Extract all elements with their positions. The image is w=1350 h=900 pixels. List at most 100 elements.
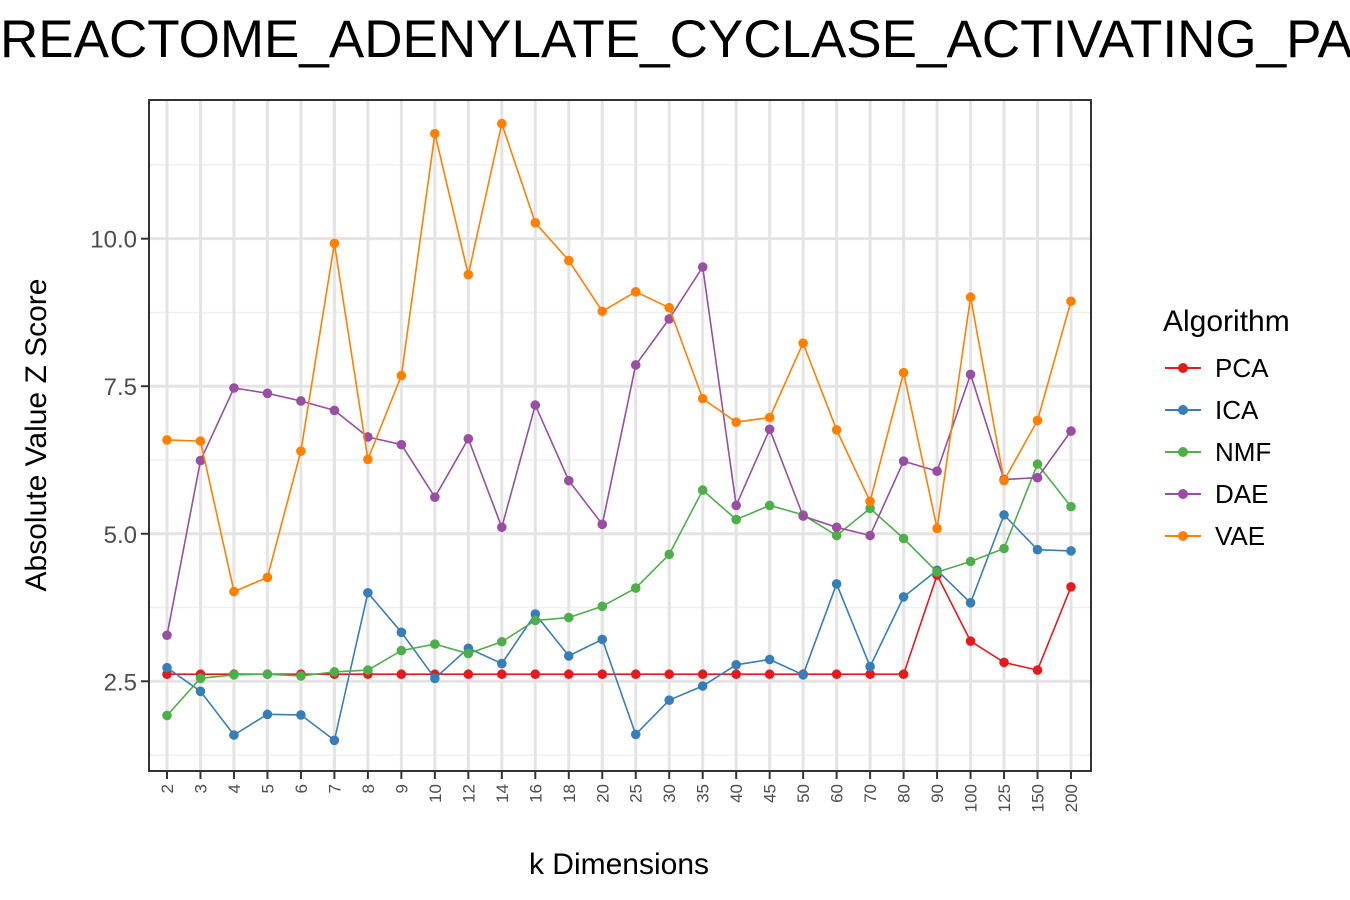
data-point-nmf bbox=[664, 549, 675, 560]
legend-label: NMF bbox=[1215, 436, 1272, 467]
data-point-nmf bbox=[430, 639, 440, 649]
data-point-nmf bbox=[396, 645, 407, 656]
x-tick-label: 125 bbox=[995, 784, 1014, 812]
data-point-vae bbox=[1066, 296, 1076, 307]
x-tick-label: 80 bbox=[895, 784, 914, 803]
data-point-nmf bbox=[1066, 501, 1076, 512]
data-point-ica bbox=[831, 579, 842, 589]
data-point-nmf bbox=[162, 710, 172, 721]
x-axis-label: k Dimensions bbox=[528, 848, 710, 881]
data-point-nmf bbox=[965, 556, 976, 567]
data-point-ica bbox=[195, 686, 206, 697]
chart-title: REACTOME_ADENYLATE_CYCLASE_ACTIVATING_PA… bbox=[0, 10, 1350, 69]
data-point-nmf bbox=[764, 500, 775, 511]
series-line-dae bbox=[166, 264, 1072, 636]
data-point-dae bbox=[898, 456, 909, 466]
data-point-pca bbox=[999, 657, 1009, 668]
data-point-ica bbox=[563, 651, 574, 661]
data-point-nmf bbox=[530, 615, 541, 626]
data-point-nmf bbox=[195, 673, 206, 684]
data-point-nmf bbox=[563, 612, 574, 623]
data-point-nmf bbox=[1032, 459, 1043, 469]
data-point-vae bbox=[597, 306, 608, 317]
legend-label: PCA bbox=[1215, 352, 1269, 383]
data-point-ica bbox=[965, 598, 976, 608]
data-point-dae bbox=[497, 522, 507, 533]
data-point-pca bbox=[597, 669, 608, 680]
data-point-ica bbox=[664, 695, 675, 705]
data-point-dae bbox=[195, 455, 206, 466]
data-point-vae bbox=[898, 367, 909, 378]
data-point-dae bbox=[731, 500, 741, 511]
x-tick-label: 25 bbox=[627, 784, 646, 803]
data-point-ica bbox=[329, 735, 340, 746]
data-point-vae bbox=[463, 269, 474, 280]
x-tick-label: 40 bbox=[727, 784, 746, 803]
data-point-ica bbox=[597, 634, 608, 645]
y-axis-label: Absolute Value Z Score bbox=[20, 278, 53, 592]
legend-key-vae bbox=[1163, 515, 1203, 557]
data-point-nmf bbox=[831, 530, 842, 541]
legend-title: Algorithm bbox=[1163, 305, 1290, 338]
legend-item-pca: PCA bbox=[1163, 347, 1290, 389]
legend-key-ica bbox=[1163, 389, 1203, 431]
y-tick-label: 5.0 bbox=[104, 522, 137, 549]
data-point-pca bbox=[664, 669, 675, 680]
data-point-ica bbox=[630, 729, 641, 740]
data-point-nmf bbox=[999, 543, 1009, 554]
data-point-ica bbox=[296, 710, 306, 720]
data-point-ica bbox=[162, 662, 172, 673]
data-point-ica bbox=[764, 654, 775, 665]
data-point-dae bbox=[430, 492, 440, 502]
data-point-vae bbox=[229, 586, 239, 597]
x-tick-label: 20 bbox=[593, 784, 612, 803]
data-point-vae bbox=[363, 454, 373, 465]
x-tick-label: 4 bbox=[225, 784, 244, 793]
legend-key-dae bbox=[1163, 473, 1203, 515]
x-tick-label: 100 bbox=[962, 784, 981, 812]
data-point-vae bbox=[530, 217, 541, 228]
data-point-ica bbox=[697, 681, 708, 691]
data-point-vae bbox=[262, 572, 273, 583]
data-point-pca bbox=[764, 669, 775, 680]
legend-item-ica: ICA bbox=[1163, 389, 1290, 431]
x-tick-label: 8 bbox=[359, 784, 378, 793]
data-point-ica bbox=[262, 709, 273, 720]
data-point-ica bbox=[430, 673, 440, 684]
data-point-vae bbox=[731, 417, 741, 428]
x-tick-label: 45 bbox=[761, 784, 780, 803]
x-tick-label: 16 bbox=[526, 784, 545, 803]
data-point-dae bbox=[1066, 426, 1076, 436]
data-point-dae bbox=[965, 369, 976, 380]
y-tick-label: 2.5 bbox=[104, 669, 137, 696]
legend-label: VAE bbox=[1215, 520, 1266, 551]
data-point-nmf bbox=[262, 669, 273, 680]
data-point-dae bbox=[229, 383, 239, 393]
x-tick-label: 2 bbox=[158, 784, 177, 793]
data-point-vae bbox=[296, 446, 306, 456]
x-tick-label: 7 bbox=[325, 784, 344, 793]
x-tick-label: 50 bbox=[794, 784, 813, 803]
x-tick-label: 60 bbox=[828, 784, 847, 803]
x-tick-label: 200 bbox=[1062, 784, 1081, 812]
data-point-dae bbox=[697, 262, 708, 272]
data-point-ica bbox=[731, 659, 741, 670]
data-point-pca bbox=[396, 669, 407, 680]
data-point-vae bbox=[999, 475, 1009, 486]
data-point-vae bbox=[1032, 415, 1043, 426]
data-point-dae bbox=[530, 400, 541, 410]
x-tick-label: 5 bbox=[258, 784, 277, 793]
data-point-vae bbox=[831, 425, 842, 435]
data-point-nmf bbox=[932, 567, 942, 577]
data-point-dae bbox=[329, 405, 340, 416]
data-point-nmf bbox=[697, 485, 708, 495]
legend-label: ICA bbox=[1215, 394, 1259, 425]
data-point-pca bbox=[630, 669, 641, 680]
data-point-dae bbox=[296, 396, 306, 406]
data-point-dae bbox=[463, 433, 474, 444]
x-tick-label: 6 bbox=[292, 784, 311, 793]
data-point-vae bbox=[697, 393, 708, 404]
data-point-vae bbox=[965, 292, 976, 302]
series-line-ica bbox=[166, 513, 1072, 742]
